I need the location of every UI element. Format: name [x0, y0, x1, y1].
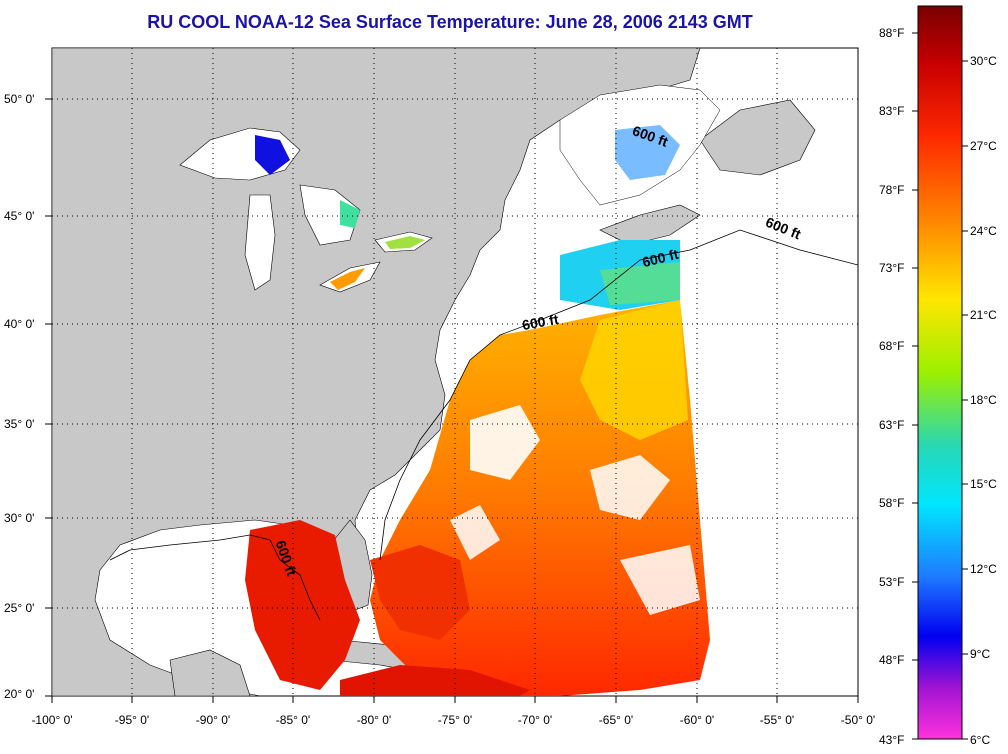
colorbar-label-f: 53°F — [879, 575, 905, 589]
lake-ontario-sst — [385, 236, 425, 249]
colorbar-ticks — [912, 32, 968, 740]
lon-label: -75° 0' — [437, 713, 473, 727]
land-north-america — [52, 48, 701, 696]
sst-atlantic-yellow — [580, 300, 688, 440]
lake-erie-sst — [330, 268, 365, 290]
lat-label: 40° 0' — [4, 317, 35, 331]
lat-label: 30° 0' — [4, 511, 35, 525]
axis-ticks — [45, 98, 859, 703]
lake-michigan — [244, 194, 276, 291]
lon-label: -55° 0' — [759, 713, 795, 727]
colorbar-label-c: 6°C — [970, 733, 991, 747]
colorbar-label-f: 68°F — [879, 339, 905, 353]
lat-label: 25° 0' — [4, 601, 35, 615]
lon-label: -65° 0' — [598, 713, 634, 727]
colorbar-label-c: 9°C — [970, 647, 991, 661]
colorbar-label-f: 63°F — [879, 418, 905, 432]
sst-caribbean-warm — [340, 665, 530, 696]
lake-huron — [299, 184, 361, 246]
sst-gulf-st-lawrence-cold — [615, 125, 680, 180]
sst-bahamas-warm — [370, 545, 470, 640]
lon-label: -70° 0' — [517, 713, 553, 727]
land-newfoundland — [699, 99, 816, 176]
lake-superior-cold — [255, 135, 290, 175]
colorbar-label-c: 15°C — [970, 477, 997, 491]
lon-gridlines — [131, 48, 778, 696]
lon-label: -100° 0' — [31, 713, 73, 727]
colorbar-label-f: 73°F — [879, 261, 905, 275]
lat-label: 35° 0' — [4, 417, 35, 431]
colorbar-label-c: 18°C — [970, 393, 997, 407]
colorbar-label-f: 58°F — [879, 496, 905, 510]
lat-label: 50° 0' — [4, 92, 35, 106]
sst-north-green — [600, 262, 680, 305]
colorbar-label-f: 83°F — [879, 104, 905, 118]
cloud-patch — [620, 545, 700, 615]
colorbar-label-c: 21°C — [970, 308, 997, 322]
lon-label: -50° 0' — [840, 713, 876, 727]
colorbar — [917, 5, 963, 740]
lake-huron-sst — [340, 200, 360, 228]
colorbar-label-c: 24°C — [970, 224, 997, 238]
cloud-patch — [590, 455, 670, 520]
gulf-shelf-contour — [109, 534, 321, 621]
lon-label: -90° 0' — [195, 713, 231, 727]
colorbar-label-c: 12°C — [970, 562, 997, 576]
colorbar-label-c: 27°C — [970, 139, 997, 153]
lon-label: -60° 0' — [679, 713, 715, 727]
colorbar-label-f: 48°F — [879, 653, 905, 667]
lon-label: -80° 0' — [356, 713, 392, 727]
lon-label: -95° 0' — [114, 713, 150, 727]
colorbar-label-f: 88°F — [879, 26, 905, 40]
colorbar-label-c: 30°C — [970, 54, 997, 68]
colorbar-label-f: 78°F — [879, 183, 905, 197]
lat-label: 20° 0' — [4, 687, 35, 701]
atlantic-600ft-contour — [379, 229, 858, 561]
sst-gulf-warm — [245, 520, 360, 690]
map-layers — [52, 48, 858, 696]
colorbar-label-f: 43°F — [879, 733, 905, 747]
cloud-patch — [450, 505, 500, 560]
map-title: RU COOL NOAA-12 Sea Surface Temperature:… — [147, 12, 753, 32]
lat-label: 45° 0' — [4, 209, 35, 223]
lon-label: -85° 0' — [275, 713, 311, 727]
land-yucatan — [169, 649, 251, 696]
